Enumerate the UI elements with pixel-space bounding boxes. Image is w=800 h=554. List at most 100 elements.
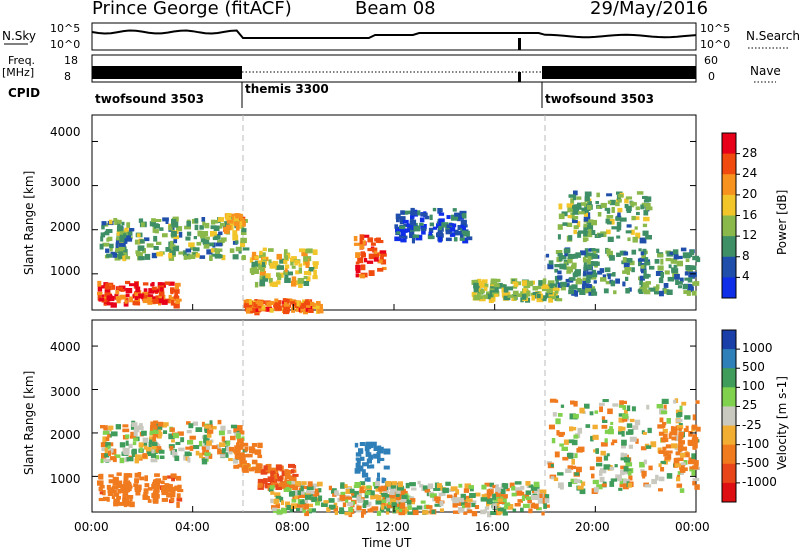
velocity-heatmap-cell bbox=[497, 509, 502, 516]
velocity-heatmap-cell bbox=[463, 511, 468, 515]
power-heatmap-cell bbox=[436, 223, 442, 228]
power-heatmap-cell bbox=[382, 266, 387, 271]
power-cbar-tick-label: 24 bbox=[742, 166, 758, 181]
power-heatmap-cell bbox=[276, 280, 281, 285]
velocity-heatmap-cell bbox=[623, 479, 630, 484]
velocity-heatmap-cell bbox=[273, 498, 280, 505]
velocity-heatmap-cell bbox=[622, 400, 627, 404]
power-heatmap-cell bbox=[254, 281, 259, 288]
velocity-heatmap-cell bbox=[148, 441, 155, 448]
power-heatmap-cell bbox=[591, 253, 598, 259]
power-heatmap-cell bbox=[471, 291, 477, 297]
power-heatmap-cell bbox=[374, 238, 381, 242]
power-heatmap-cell bbox=[545, 253, 550, 258]
power-heatmap-cell bbox=[542, 278, 547, 283]
power-heatmap-cell bbox=[101, 221, 107, 226]
velocity-heatmap-cell bbox=[631, 406, 636, 412]
power-heatmap-cell bbox=[173, 239, 178, 244]
velocity-cbar-swatch bbox=[722, 368, 736, 388]
power-heatmap-cell bbox=[564, 251, 569, 257]
power-heatmap-cell bbox=[566, 222, 573, 227]
velocity-heatmap-cell bbox=[390, 498, 396, 505]
power-heatmap-cell bbox=[483, 286, 488, 291]
power-heatmap-cell bbox=[261, 261, 266, 267]
velocity-heatmap-cell bbox=[173, 433, 180, 439]
power-heatmap-cell bbox=[118, 250, 123, 255]
velocity-heatmap-cell bbox=[298, 494, 306, 498]
velocity-heatmap-cell bbox=[144, 475, 148, 482]
power-heatmap-cell bbox=[380, 253, 387, 257]
velocity-heatmap-cell bbox=[695, 426, 701, 432]
nsky-spike bbox=[518, 38, 521, 50]
velocity-heatmap-cell bbox=[116, 496, 121, 500]
power-heatmap-cell bbox=[399, 219, 404, 225]
power-heatmap-cell bbox=[176, 226, 183, 232]
power-heatmap-cell bbox=[307, 308, 313, 313]
power-heatmap-cell bbox=[138, 218, 144, 223]
power-heatmap-cell bbox=[240, 241, 246, 248]
velocity-heatmap-cell bbox=[610, 442, 615, 446]
power-heatmap-cell bbox=[147, 294, 154, 298]
velocity-heatmap-cell bbox=[609, 466, 615, 471]
velocity-heatmap-cell bbox=[405, 482, 410, 489]
velocity-heatmap-cell bbox=[204, 452, 211, 456]
velocity-heatmap-cell bbox=[269, 485, 275, 490]
power-heatmap-cell bbox=[273, 302, 277, 308]
power-heatmap-cell bbox=[156, 241, 162, 245]
velocity-heatmap-cell bbox=[334, 511, 338, 515]
power-heatmap-cell bbox=[478, 281, 483, 286]
power-cbar-tick-label: 8 bbox=[742, 248, 750, 263]
velocity-heatmap-cell bbox=[132, 441, 137, 446]
power-heatmap-cell bbox=[146, 243, 154, 248]
velocity-heatmap-cell bbox=[167, 475, 174, 479]
velocity-heatmap-cell bbox=[192, 421, 198, 426]
velocity-heatmap-cell bbox=[375, 481, 380, 486]
power-heatmap-cell bbox=[432, 226, 438, 230]
velocity-heatmap-cell bbox=[452, 502, 458, 508]
velocity-heatmap-cell bbox=[678, 438, 682, 444]
power-heatmap-cell bbox=[636, 234, 640, 239]
power-heatmap-cell bbox=[315, 305, 320, 310]
velocity-heatmap-cell bbox=[520, 507, 524, 512]
power-heatmap-cell bbox=[582, 256, 587, 263]
power-heatmap-cell bbox=[233, 216, 240, 222]
power-heatmap-cell bbox=[626, 224, 632, 228]
velocity-heatmap-cell bbox=[691, 470, 696, 476]
velocity-heatmap-cell bbox=[692, 465, 699, 470]
velocity-heatmap-cell bbox=[229, 446, 235, 453]
velocity-heatmap-cell bbox=[237, 464, 242, 468]
velocity-heatmap-cell bbox=[641, 470, 647, 477]
beam-title: Beam 08 bbox=[355, 0, 436, 19]
power-heatmap-cell bbox=[120, 288, 125, 292]
velocity-heatmap-cell bbox=[153, 486, 158, 492]
power-heatmap-cell bbox=[215, 242, 223, 247]
velocity-heatmap-cell bbox=[664, 456, 669, 461]
power-heatmap-cell bbox=[547, 263, 554, 270]
velocity-heatmap-cell bbox=[481, 494, 488, 499]
power-heatmap-cell bbox=[460, 224, 465, 228]
power-heatmap-cell bbox=[462, 226, 466, 231]
velocity-heatmap-cell bbox=[609, 426, 613, 433]
power-heatmap-cell bbox=[188, 254, 196, 259]
power-heatmap-cell bbox=[570, 212, 575, 219]
power-heatmap-cell bbox=[366, 260, 374, 264]
power-heatmap-cell bbox=[119, 233, 127, 239]
power-heatmap-cell bbox=[638, 248, 642, 252]
freq-block-2 bbox=[542, 66, 696, 79]
velocity-heatmap-cell bbox=[361, 512, 364, 518]
power-heatmap-cell bbox=[196, 241, 202, 246]
power-heatmap-cell bbox=[168, 281, 175, 286]
nsearch-tick-top: 10^5 bbox=[700, 22, 731, 35]
power-heatmap-cell bbox=[611, 226, 618, 230]
power-heatmap-cell bbox=[97, 285, 103, 292]
velocity-heatmap-cell bbox=[578, 480, 583, 484]
velocity-heatmap-cell bbox=[117, 501, 125, 506]
velocity-heatmap-cell bbox=[366, 501, 372, 506]
power-heatmap-cell bbox=[373, 257, 379, 262]
velocity-heatmap-cell bbox=[542, 497, 547, 504]
velocity-heatmap-cell bbox=[561, 446, 568, 451]
velocity-heatmap-cell bbox=[563, 439, 569, 445]
power-heatmap-cell bbox=[536, 294, 541, 299]
power-heatmap-cell bbox=[555, 250, 563, 255]
velocity-heatmap-cell bbox=[155, 444, 161, 448]
